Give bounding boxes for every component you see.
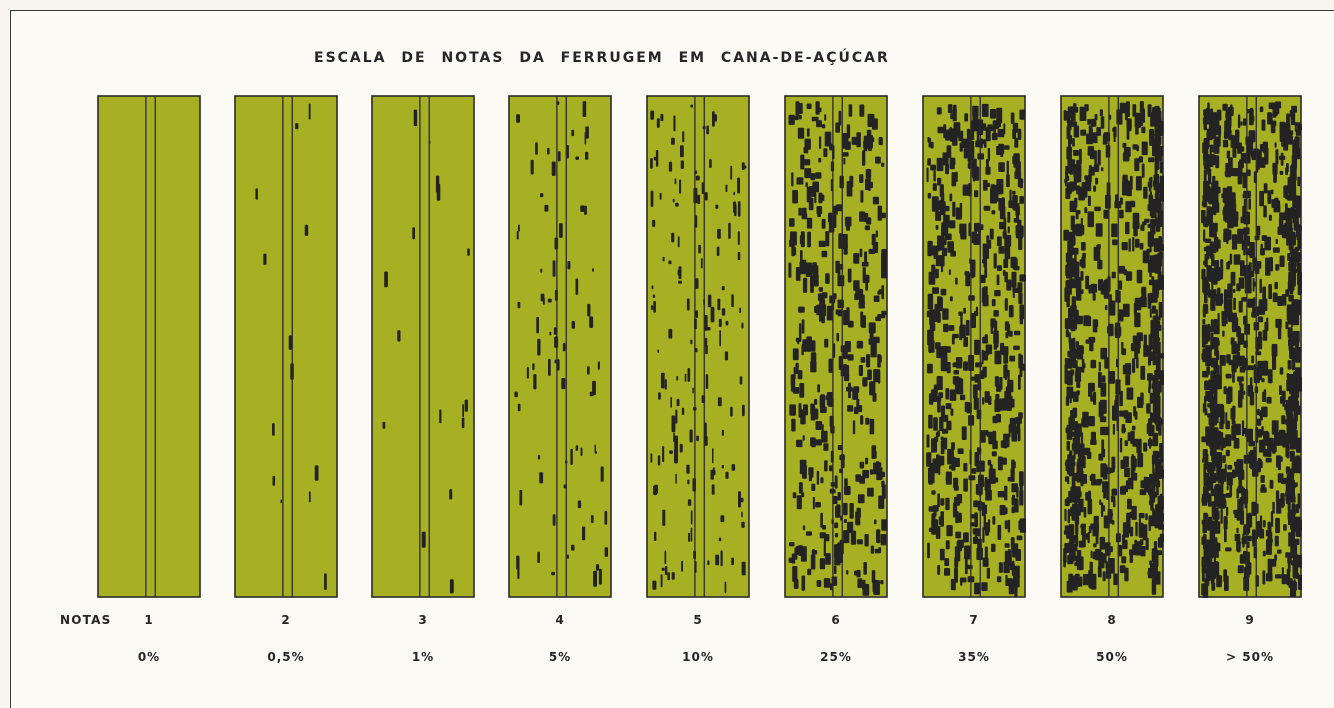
- leaf-drawing: [234, 95, 338, 598]
- leaf-3: [371, 95, 475, 598]
- percent-label: 0,5%: [267, 650, 305, 664]
- leaf-drawing: [1198, 95, 1302, 598]
- percent-label: 1%: [411, 650, 435, 664]
- nota-label: 9: [1245, 613, 1255, 627]
- leaf-1: [97, 95, 201, 598]
- leaf-2: [234, 95, 338, 598]
- percent-label: 25%: [820, 650, 852, 664]
- leaf-9: [1198, 95, 1302, 598]
- percent-label: 50%: [1096, 650, 1128, 664]
- percent-label: 0%: [137, 650, 161, 664]
- notas-row-label: NOTAS: [60, 613, 112, 627]
- nota-label: 2: [281, 613, 291, 627]
- percent-label: 35%: [958, 650, 990, 664]
- leaf-4: [508, 95, 612, 598]
- leaf-5: [646, 95, 750, 598]
- nota-label: 7: [969, 613, 979, 627]
- nota-label: 1: [144, 613, 154, 627]
- nota-label: 8: [1107, 613, 1117, 627]
- leaf-8: [1060, 95, 1164, 598]
- leaf-drawing: [508, 95, 612, 598]
- leaf-drawing: [1060, 95, 1164, 598]
- leaf-7: [922, 95, 1026, 598]
- nota-label: 3: [418, 613, 428, 627]
- nota-label: 4: [555, 613, 565, 627]
- scale-title: ESCALA DE NOTAS DA FERRUGEM EM CANA-DE-A…: [314, 50, 890, 66]
- nota-label: 5: [693, 613, 703, 627]
- nota-label: 6: [831, 613, 841, 627]
- leaf-drawing: [646, 95, 750, 598]
- leaf-drawing: [97, 95, 201, 598]
- leaf-6: [784, 95, 888, 598]
- percent-label: > 50%: [1226, 650, 1274, 664]
- leaf-drawing: [922, 95, 1026, 598]
- percent-label: 10%: [682, 650, 714, 664]
- percent-label: 5%: [548, 650, 572, 664]
- leaf-drawing: [371, 95, 475, 598]
- leaf-drawing: [784, 95, 888, 598]
